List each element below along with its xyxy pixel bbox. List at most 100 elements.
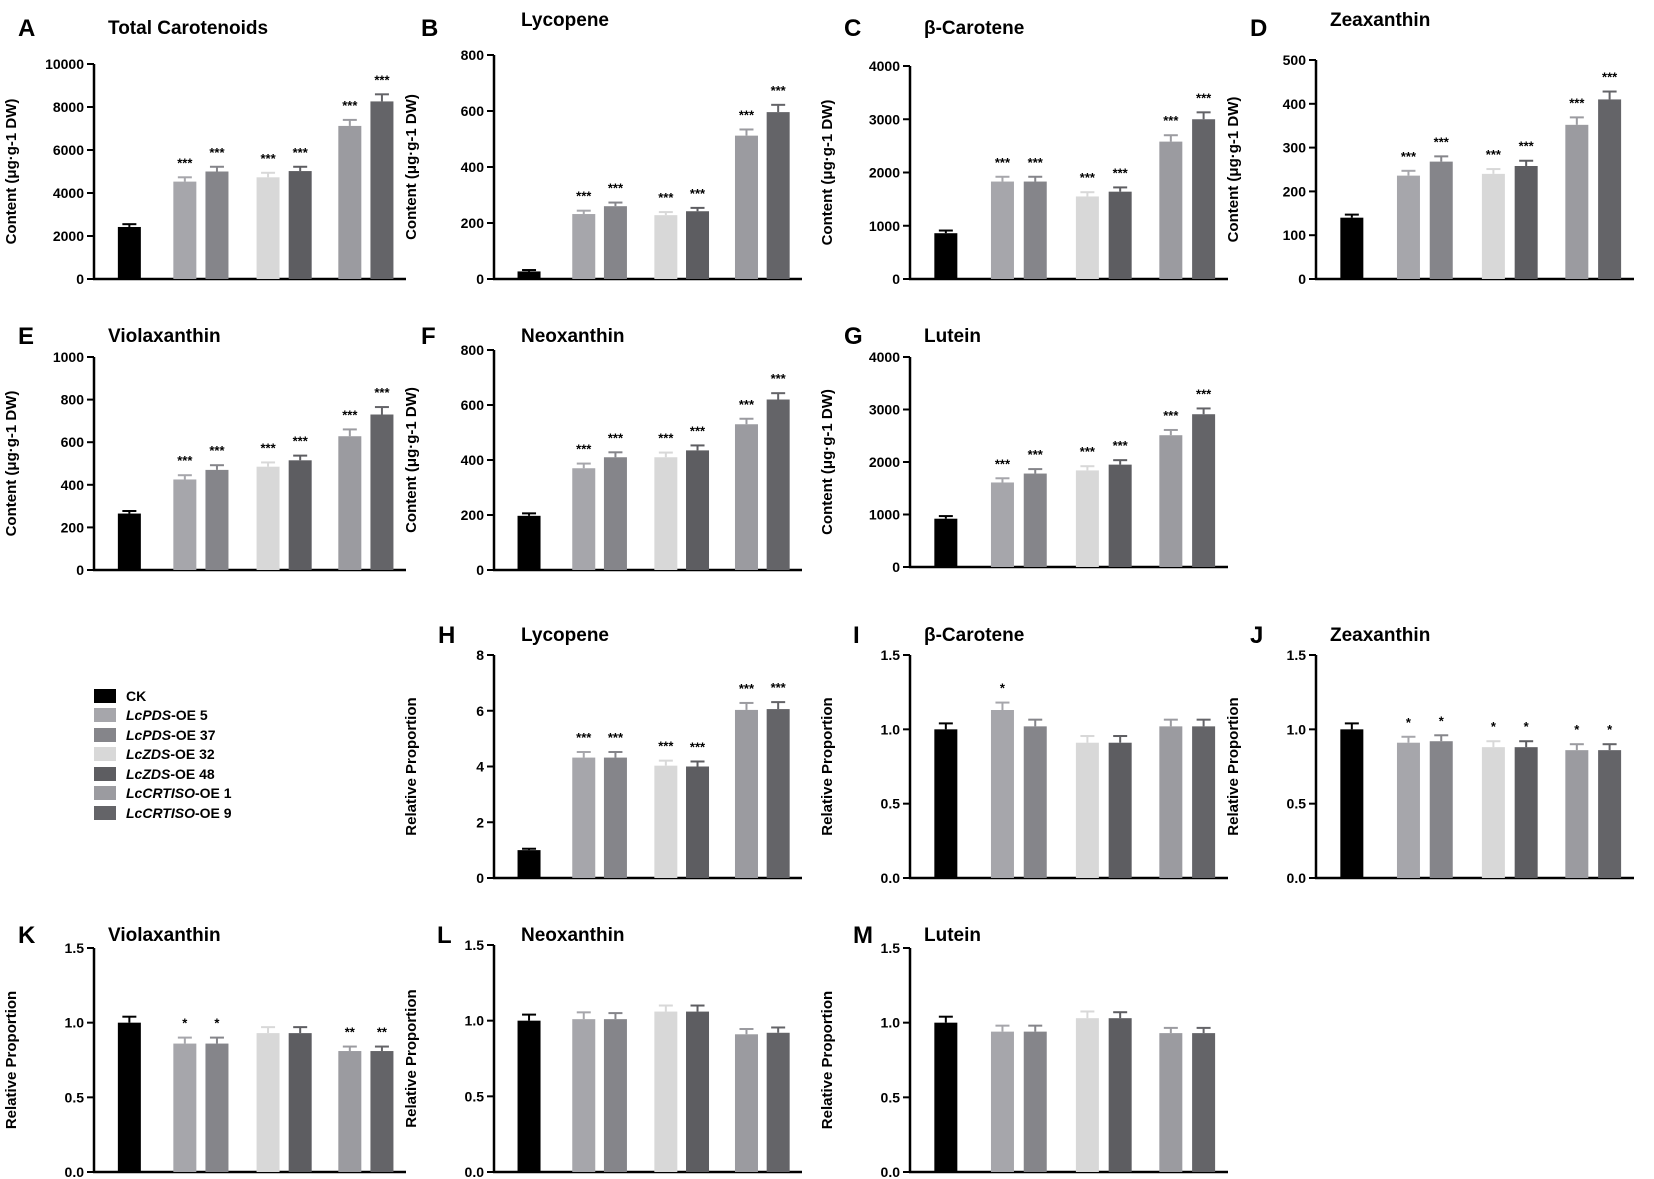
y-axis-label: Content (μg·g-1 DW) [1225,97,1242,243]
y-tick-label: 600 [461,397,485,413]
bar [734,709,758,878]
bar [990,710,1014,878]
bar [572,1019,596,1172]
y-tick-label: 4000 [869,58,900,74]
bar [517,1020,541,1172]
bar [205,1043,229,1172]
bar [1023,726,1047,878]
bar [288,460,312,570]
panel-label: M [853,922,873,949]
y-tick-label: 800 [61,392,85,408]
significance-label: *** [576,730,592,745]
y-axis-label: Content (μg·g-1 DW) [819,389,836,535]
bar [654,457,678,570]
significance-label: *** [260,151,276,166]
significance-label: *** [608,730,624,745]
bar [1429,161,1453,279]
bar [1108,464,1132,567]
y-tick-label: 1.5 [465,937,485,953]
y-tick-label: 800 [461,342,485,358]
y-tick-label: 1.5 [881,940,901,956]
chart-title: Lutein [924,326,981,347]
legend-item-lccrtiso-oe1: LcCRTISO-OE 1 [94,784,232,804]
y-tick-label: 2000 [869,165,900,181]
y-axis-label: Relative Proportion [403,989,420,1127]
y-tick-label: 6000 [53,142,84,158]
legend-label: LcZDS-OE 32 [126,746,215,763]
bar [117,226,141,279]
bar [686,450,710,570]
y-tick-label: 400 [1283,96,1307,112]
bar [686,1011,710,1172]
y-tick-label: 1.5 [1287,647,1307,663]
y-tick-label: 0 [476,271,484,287]
y-tick-label: 4 [476,759,484,775]
bar [572,214,596,279]
bar [370,414,394,570]
bar [1159,726,1183,878]
legend-label: CK [126,687,147,704]
y-tick-label: 600 [61,434,85,450]
bar [1159,141,1183,279]
y-tick-label: 0 [476,562,484,578]
bar [603,206,627,279]
bar [1565,750,1589,878]
bar [734,424,758,570]
y-axis-label: Content (μg·g-1 DW) [403,94,420,240]
bar [766,112,790,280]
significance-label: *** [209,443,225,458]
panel-label: B [421,15,438,42]
significance-label: *** [1113,165,1129,180]
bar [1565,124,1589,279]
bar [1481,747,1505,878]
bar [338,1051,362,1172]
legend-swatch [94,766,116,781]
bar [173,1043,197,1172]
bar [572,468,596,570]
y-axis-label: Relative Proportion [1225,697,1242,835]
y-tick-label: 1000 [869,218,900,234]
chart-title: Neoxanthin [521,326,624,347]
y-tick-label: 500 [1283,52,1307,68]
bar [1108,191,1132,279]
bar [517,271,541,279]
bar [117,1022,141,1172]
bar [572,757,596,878]
y-tick-label: 1.0 [465,1013,485,1029]
bar [1108,742,1132,878]
y-tick-label: 2 [476,814,484,830]
significance-label: * [214,1016,220,1031]
bar [338,436,362,570]
significance-label: *** [209,145,225,160]
chart-title: Lycopene [521,625,609,646]
y-axis-label: Relative Proportion [403,697,420,835]
legend-swatch [94,708,116,723]
y-tick-label: 1.0 [65,1015,85,1031]
significance-label: ** [345,1025,356,1040]
bar [686,766,710,878]
bar [734,135,758,279]
bar [990,181,1014,279]
significance-label: *** [995,155,1011,170]
significance-label: *** [608,430,624,445]
significance-label: *** [690,423,706,438]
bar [173,181,197,279]
legend-label: LcPDS-OE 37 [126,726,216,743]
panel-label: K [18,922,36,949]
bar [603,757,627,878]
bar [654,765,678,878]
panel-label: I [853,622,860,649]
y-tick-label: 8 [476,647,484,663]
significance-label: ** [377,1025,388,1040]
bar [603,457,627,570]
significance-label: *** [658,739,674,754]
bar [1075,470,1099,567]
significance-label: *** [1113,438,1129,453]
y-tick-label: 0.5 [881,796,901,812]
y-tick-label: 0 [892,271,900,287]
significance-label: *** [177,155,193,170]
bar [1598,99,1622,279]
bar [686,211,710,279]
significance-label: * [1439,713,1445,728]
significance-label: *** [690,186,706,201]
